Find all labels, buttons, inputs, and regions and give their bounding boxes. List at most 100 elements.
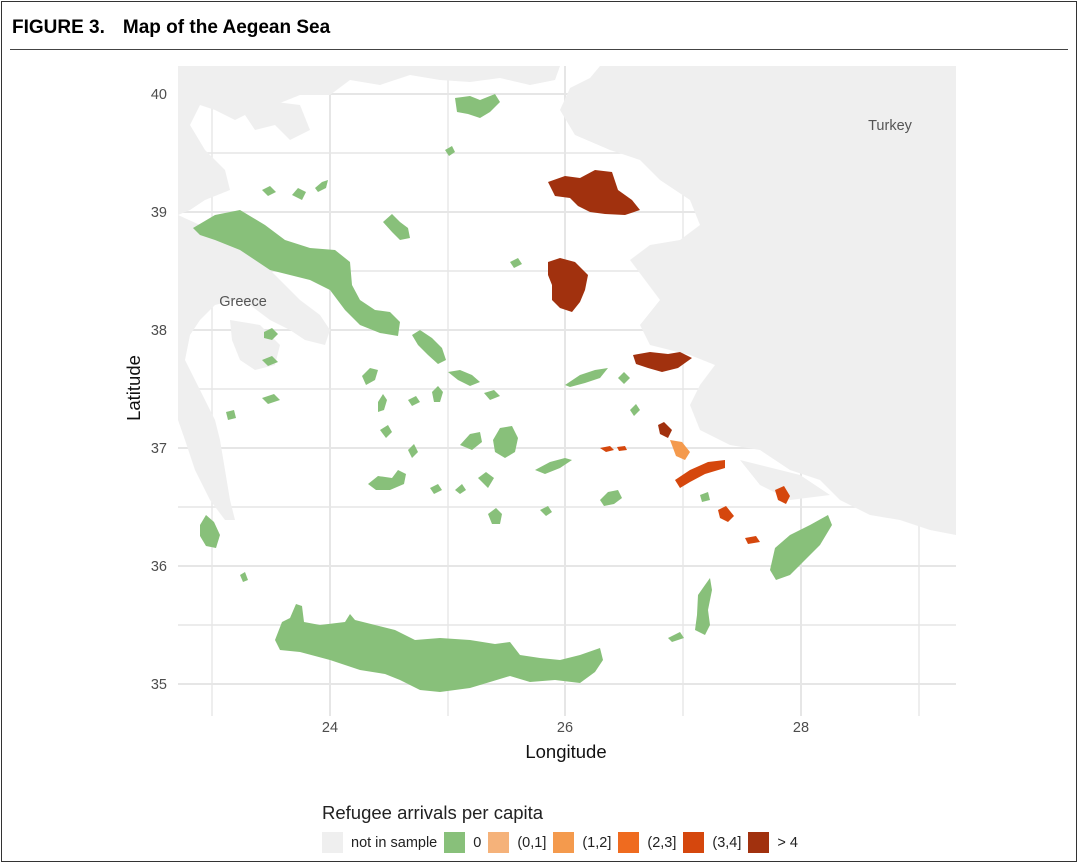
legend-item-not-in-sample: not in sample [322, 832, 437, 853]
legend-item-0-1: (0,1] [488, 832, 546, 853]
legend-label: (0,1] [517, 834, 547, 851]
legend-swatch [322, 832, 343, 853]
figure-title: Map of the Aegean Sea [122, 17, 331, 38]
chalkidiki [245, 100, 310, 140]
legend-label: (2,3] [647, 834, 677, 851]
alonnisos-island [315, 180, 328, 192]
crete-island [275, 604, 603, 692]
symi-island [775, 486, 790, 504]
legend-title: Refugee arrivals per capita [322, 802, 544, 823]
legend-swatch [488, 832, 510, 853]
anafi-island [540, 506, 552, 516]
kimolos-island [430, 484, 442, 494]
y-tick-37: 37 [151, 441, 167, 457]
x-tick-24: 24 [322, 720, 338, 736]
santorini-island [488, 508, 502, 524]
turkey-label: Turkey [868, 118, 913, 134]
skyros-island [383, 214, 410, 240]
islands-refugee [548, 170, 790, 544]
legend-swatch [553, 832, 575, 853]
legend-label: > 4 [777, 834, 798, 851]
tilos-island [745, 536, 760, 544]
kasos-island [668, 632, 684, 642]
naxos-island [493, 426, 518, 458]
mykonos-island [484, 390, 500, 400]
samos-island [633, 352, 692, 372]
serifos-island [380, 425, 392, 438]
y-tick-36: 36 [151, 559, 167, 575]
figure-heading: FIGURE 3. Map of the Aegean Sea [12, 17, 330, 39]
y-tick-40: 40 [151, 87, 167, 103]
kythera-island [200, 515, 220, 548]
psara-island [510, 258, 522, 268]
x-axis-title: Longitude [525, 741, 606, 762]
x-tick-28: 28 [793, 720, 809, 736]
paros-island [460, 432, 482, 450]
greece-west-landmass [178, 215, 330, 520]
nisyros-island [718, 506, 734, 522]
legend-item-2-3: (2,3] [618, 832, 676, 853]
hydra-island [262, 394, 280, 404]
patmos-island [630, 404, 640, 416]
greece-label: Greece [219, 294, 267, 310]
legend-label: (3,4] [712, 834, 742, 851]
skopelos-island [292, 188, 306, 200]
kos-island [675, 460, 725, 488]
kalymnos-island [670, 440, 690, 460]
amorgos-island [535, 458, 572, 474]
fournoi-island [618, 372, 630, 384]
evia-island [193, 210, 400, 336]
lesbos-island [548, 170, 640, 215]
kea-island [362, 368, 378, 385]
legend-label: not in sample [351, 834, 438, 851]
leros-island [658, 422, 672, 438]
heading-rule [10, 49, 1068, 50]
kythnos-island [378, 394, 387, 412]
ios-island [478, 472, 494, 488]
x-tick-26: 26 [557, 720, 573, 736]
spetses-island [226, 410, 236, 420]
turkey-peninsula [740, 460, 830, 500]
y-tick-38: 38 [151, 323, 167, 339]
karpathos-island [695, 578, 712, 635]
tinos-island [448, 370, 480, 386]
ikaria-island [565, 368, 608, 387]
aegina-island [264, 328, 278, 340]
andros-island [412, 330, 446, 364]
axis-ticks: 40 39 38 37 36 35 24 26 28 [151, 87, 809, 736]
figure-number: FIGURE 3. [12, 17, 105, 38]
legend-item-gt-4: > 4 [748, 832, 798, 853]
y-tick-35: 35 [151, 677, 167, 693]
sifnos-island [408, 444, 418, 458]
poros-island [262, 356, 278, 366]
rhodes-island [770, 515, 832, 580]
milos-island [368, 470, 406, 490]
y-axis-title: Latitude [123, 355, 144, 421]
legend-swatch [618, 832, 640, 853]
pserimos-island [617, 446, 627, 451]
astypalaia-island [600, 490, 622, 506]
folegandros-island [455, 484, 466, 494]
nisyros-green-islet [700, 492, 710, 502]
legend-label: (1,2] [582, 834, 612, 851]
y-tick-39: 39 [151, 205, 167, 221]
legend: not in sample 0 (0,1] (1,2] (2,3] (3,4] … [322, 832, 805, 853]
lemnos-island [455, 94, 500, 118]
skiathos-island [262, 186, 276, 196]
antikythera-island [240, 572, 248, 582]
legend-swatch [683, 832, 705, 853]
samothrace-island [445, 146, 455, 156]
agathonisi-island [600, 446, 614, 452]
greece-north-landmass [178, 66, 560, 215]
sikinos-island [408, 396, 420, 406]
legend-item-3-4: (3,4] [683, 832, 741, 853]
legend-item-zero: 0 [444, 832, 481, 853]
syros-island [432, 386, 443, 402]
legend-swatch [444, 832, 466, 853]
chios-island [548, 258, 588, 312]
legend-swatch [748, 832, 770, 853]
turkey-landmass [560, 66, 956, 535]
legend-label: 0 [473, 834, 482, 851]
